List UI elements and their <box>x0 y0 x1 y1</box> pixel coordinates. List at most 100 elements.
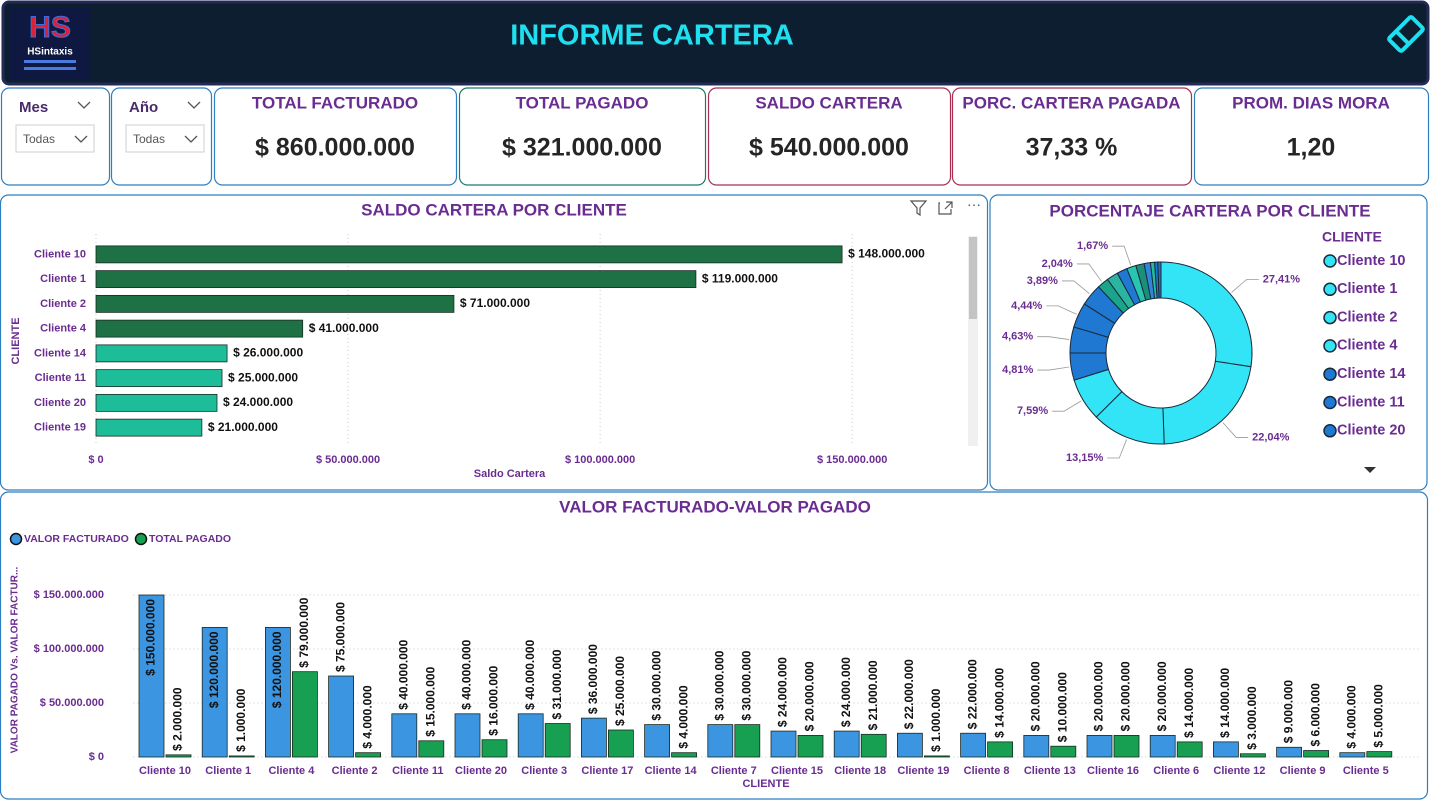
bar <box>291 671 318 758</box>
legend-label[interactable]: Cliente 1 <box>1337 281 1397 297</box>
chart-title: PORCENTAJE CARTERA POR CLIENTE <box>1049 201 1370 220</box>
scrollbar-track[interactable] <box>968 236 978 446</box>
bar <box>95 393 218 412</box>
legend-label[interactable]: Cliente 10 <box>1337 253 1406 269</box>
chevron[interactable] <box>74 135 88 143</box>
y-tick-label: Cliente 14 <box>34 347 87 359</box>
bar <box>165 754 192 758</box>
chart-title: SALDO CARTERA POR CLIENTE <box>361 200 627 219</box>
data-label: 4,81% <box>1002 364 1033 376</box>
y-tick-label: Cliente 2 <box>40 298 86 310</box>
chevron[interactable] <box>184 135 198 143</box>
data-label: 13,15% <box>1066 452 1104 464</box>
y-tick-label: $ 50.000.000 <box>40 697 104 709</box>
data-label: $ 30.000.000 <box>739 650 753 720</box>
legend-label[interactable]: VALOR FACTURADO <box>24 533 129 545</box>
bar <box>1213 741 1239 758</box>
kpi-label: SALDO CARTERA <box>755 93 902 112</box>
bar <box>138 594 165 758</box>
menu-icon-bar[interactable] <box>1394 29 1411 46</box>
more-options[interactable]: ⋯ <box>967 197 981 213</box>
data-label: $ 2.000.000 <box>171 687 185 751</box>
data-label: $ 36.000.000 <box>586 644 600 714</box>
kpi-value: $ 321.000.000 <box>502 134 662 162</box>
y-tick-label: Cliente 4 <box>40 323 87 335</box>
data-label: $ 148.000.000 <box>848 247 925 261</box>
legend-title: CLIENTE <box>1322 229 1382 245</box>
bar <box>517 713 544 758</box>
focus-icon[interactable] <box>938 201 953 215</box>
data-label: $ 79.000.000 <box>297 597 311 667</box>
legend-label[interactable]: Cliente 20 <box>1337 423 1406 439</box>
data-label: $ 20.000.000 <box>1119 661 1133 731</box>
x-tick-label: $ 50.000.000 <box>316 454 380 466</box>
kpi-card <box>458 87 707 186</box>
filter-dropdown[interactable] <box>125 124 205 153</box>
bar <box>897 732 923 758</box>
column-card <box>0 491 1429 800</box>
x-tick-label: Cliente 19 <box>897 765 949 777</box>
x-tick-label: Cliente 2 <box>332 765 378 777</box>
data-label: $ 75.000.000 <box>333 602 347 672</box>
data-label: $ 25.000.000 <box>613 656 627 726</box>
bar <box>1086 735 1113 758</box>
bar <box>1303 750 1329 758</box>
data-label: $ 14.000.000 <box>992 667 1006 737</box>
legend-label[interactable]: TOTAL PAGADO <box>149 533 231 545</box>
data-label: $ 40.000.000 <box>523 639 537 709</box>
x-tick-label: Cliente 7 <box>711 765 757 777</box>
data-label: $ 31.000.000 <box>550 649 564 719</box>
y-tick-label: $ 150.000.000 <box>34 589 104 601</box>
bar <box>481 739 508 758</box>
data-label: $ 22.000.000 <box>965 659 979 729</box>
kpi-value: $ 540.000.000 <box>749 134 909 162</box>
bar <box>1113 735 1140 758</box>
kpi-label: TOTAL FACTURADO <box>252 93 418 112</box>
legend-label[interactable]: Cliente 11 <box>1337 394 1405 410</box>
legend-marker <box>1323 367 1337 381</box>
legend-label[interactable]: Cliente 2 <box>1337 309 1397 325</box>
x-tick-label: Cliente 16 <box>1087 765 1139 777</box>
chevron[interactable] <box>77 101 91 109</box>
kpi-value: $ 860.000.000 <box>255 134 415 162</box>
legend-marker <box>1323 254 1337 268</box>
data-label: $ 16.000.000 <box>487 665 501 735</box>
filter-icon[interactable] <box>909 200 928 217</box>
data-label: $ 21.000.000 <box>866 660 880 730</box>
data-label: $ 20.000.000 <box>1028 661 1042 731</box>
legend-label[interactable]: Cliente 14 <box>1337 366 1406 382</box>
chevron[interactable] <box>187 101 201 109</box>
x-tick-label: Cliente 11 <box>392 765 443 777</box>
menu-icon[interactable] <box>1387 15 1425 53</box>
filter-value[interactable]: Todas <box>23 132 55 146</box>
menu-icon-frame[interactable] <box>1387 15 1425 53</box>
leader-line <box>1037 366 1070 371</box>
x-tick-label: Cliente 18 <box>834 765 886 777</box>
leader-line <box>1052 400 1082 412</box>
bar <box>1176 741 1203 758</box>
kpi-card <box>951 87 1193 186</box>
kpi-card <box>707 87 952 186</box>
filter-dropdown[interactable] <box>15 124 95 153</box>
bar <box>228 755 255 758</box>
x-tick-label: Cliente 10 <box>139 765 191 777</box>
data-label: $ 6.000.000 <box>1308 683 1322 747</box>
bar <box>95 270 697 289</box>
x-tick-label: $ 150.000.000 <box>817 454 887 466</box>
data-label: $ 15.000.000 <box>423 666 437 736</box>
filter-label: Año <box>129 99 158 116</box>
x-tick-label: $ 100.000.000 <box>565 454 635 466</box>
y-tick-label: Cliente 19 <box>34 422 86 434</box>
x-tick-label: Cliente 4 <box>268 765 315 777</box>
x-tick-label: Cliente 15 <box>771 765 823 777</box>
kpi-label: PORC. CARTERA PAGADA <box>962 93 1180 112</box>
legend-scroll-arrow[interactable] <box>1364 467 1376 473</box>
bar <box>95 294 455 313</box>
scrollbar-thumb[interactable] <box>969 237 977 319</box>
visual-toolbar: ⋯ <box>909 197 981 217</box>
x-tick-label: Cliente 12 <box>1213 765 1265 777</box>
bar <box>833 730 860 758</box>
filter-value[interactable]: Todas <box>133 132 165 146</box>
legend-label[interactable]: Cliente 4 <box>1337 338 1397 354</box>
